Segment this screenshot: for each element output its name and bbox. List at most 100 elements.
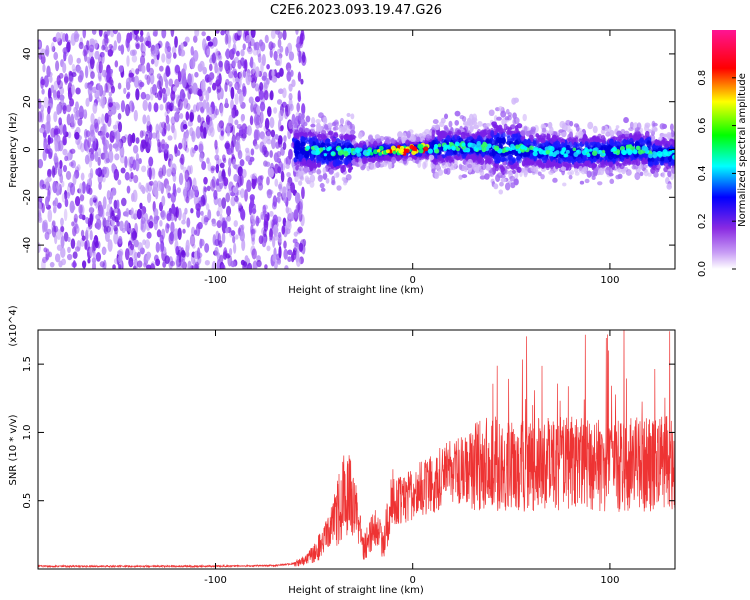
spectrogram-noise-cell — [90, 71, 95, 79]
spectrogram-peak-cell — [544, 146, 550, 152]
spectrogram-noise-cell — [171, 123, 175, 134]
spectrogram-noise-cell — [183, 62, 187, 72]
spectrogram-noise-cell — [267, 106, 272, 117]
spectrogram-noise-cell — [254, 143, 260, 150]
spectrogram-noise-cell — [124, 220, 130, 232]
spectrogram-noise-cell — [65, 170, 72, 181]
spectrogram-peak-cell — [437, 143, 442, 148]
spectrogram-noise-cell — [114, 153, 120, 161]
spectrogram-signal-cell — [601, 137, 607, 145]
spectrogram-noise-cell — [215, 48, 219, 58]
spectrogram-noise-cell — [228, 157, 232, 168]
spectrogram-signal-cell — [514, 125, 519, 130]
spectrogram-signal-cell — [591, 163, 598, 168]
spectrogram-signal-cell — [317, 174, 323, 182]
spectrogram-noise-cell — [301, 51, 306, 63]
spectrogram-noise-cell — [164, 255, 170, 265]
spectrogram-noise-cell — [153, 102, 159, 113]
spectrogram-noise-cell — [54, 141, 59, 152]
spectrogram-signal-cell — [507, 126, 513, 131]
spectrogram-noise-cell — [125, 207, 130, 218]
spectrogram-noise-cell — [166, 183, 170, 196]
spectrogram-noise-cell — [66, 104, 72, 113]
spectrogram-signal-cell — [318, 112, 324, 119]
spectrogram-signal-cell — [500, 110, 507, 118]
spectrogram-noise-cell — [101, 52, 105, 64]
spectrogram-noise-cell — [111, 188, 117, 196]
spectrogram-noise-cell — [193, 259, 197, 269]
spectrogram-signal-cell — [461, 174, 468, 179]
spectrogram-signal-cell — [666, 183, 672, 190]
spectrogram-noise-cell — [56, 103, 61, 116]
spectrogram-noise-cell — [216, 75, 222, 83]
spectrogram-noise-cell — [239, 70, 243, 81]
spectrogram-noise-cell — [91, 30, 97, 35]
spectrogram-noise-cell — [128, 261, 134, 267]
spectrogram-peak-cell — [390, 145, 396, 151]
spectrogram-noise-cell — [232, 59, 237, 68]
spectrogram-noise-cell — [278, 109, 284, 122]
spectrogram-noise-cell — [88, 157, 93, 168]
spectrogram-noise-cell — [174, 35, 178, 48]
spectrogram-noise-cell — [87, 257, 91, 264]
spectrogram-signal-cell — [295, 139, 301, 147]
spectrogram-noise-cell — [284, 265, 289, 269]
spectrogram-noise-cell — [273, 152, 279, 163]
spectrogram-signal-cell — [310, 123, 316, 128]
colorbar: 0.00.20.40.60.8 Normalized spectral ampl… — [697, 30, 748, 277]
spectrogram-noise-cell — [153, 208, 159, 218]
spectrogram-signal-cell — [299, 170, 305, 176]
spectrogram-signal-cell — [582, 133, 588, 142]
spectrogram-signal-cell — [663, 141, 670, 149]
spectrogram-noise-cell — [89, 213, 94, 226]
spectrogram-noise-cell — [63, 231, 69, 242]
spectrogram-signal-cell — [634, 134, 641, 141]
spectrogram-noise-cell — [108, 91, 113, 97]
spectrogram-noise-cell — [59, 159, 63, 170]
spectrogram-signal-cell — [479, 169, 485, 176]
spectrogram-noise-cell — [259, 101, 266, 112]
spectrogram-noise-cell — [88, 83, 93, 91]
spectrogram-noise-cell — [254, 66, 260, 78]
spectrogram-signal-cell — [328, 130, 334, 136]
spectrogram-noise-cell — [85, 226, 90, 233]
spectrogram-signal-cell — [498, 105, 504, 112]
spectrogram-xtick-label: -100 — [204, 275, 227, 286]
spectrogram-noise-cell — [64, 33, 69, 43]
spectrogram-noise-cell — [111, 210, 115, 217]
spectrogram-signal-cell — [509, 175, 516, 182]
spectrogram-noise-cell — [94, 122, 99, 133]
spectrogram-noise-cell — [234, 195, 239, 202]
spectrogram-signal-cell — [549, 126, 554, 135]
spectrogram-signal-cell — [650, 167, 656, 175]
spectrogram-noise-cell — [288, 120, 293, 130]
spectrogram-signal-cell — [294, 175, 299, 183]
spectrogram-noise-cell — [245, 150, 251, 163]
spectrogram-noise-cell — [129, 49, 136, 57]
spectrogram-signal-cell — [526, 138, 531, 146]
spectrogram-noise-cell — [226, 216, 231, 222]
spectrogram-noise-cell — [214, 246, 219, 257]
spectrogram-signal-cell — [647, 172, 652, 177]
spectrogram-noise-cell — [255, 129, 261, 141]
spectrogram-noise-cell — [120, 44, 125, 55]
spectrogram-signal-cell — [511, 97, 517, 105]
spectrogram-noise-cell — [139, 130, 144, 138]
spectrogram-signal-cell — [660, 157, 665, 162]
spectrogram-noise-cell — [182, 259, 186, 269]
spectrogram-noise-cell — [225, 227, 229, 234]
spectrogram-signal-cell — [605, 167, 611, 175]
spectrogram-noise-cell — [47, 209, 53, 223]
spectrogram-noise-cell — [135, 68, 140, 75]
spectrogram-ytick-label: 0 — [22, 146, 33, 152]
spectrogram-noise-cell — [62, 104, 67, 115]
spectrogram-noise-cell — [220, 30, 225, 36]
spectrogram-noise-cell — [106, 189, 111, 201]
spectrogram-noise-cell — [62, 124, 67, 137]
spectrogram-noise-cell — [212, 36, 218, 47]
spectrogram-signal-cell — [301, 136, 306, 142]
spectrogram-peak-cell — [318, 147, 324, 152]
spectrogram-noise-cell — [203, 176, 208, 185]
spectrogram-noise-cell — [246, 125, 252, 136]
spectrogram-noise-cell — [77, 139, 83, 150]
